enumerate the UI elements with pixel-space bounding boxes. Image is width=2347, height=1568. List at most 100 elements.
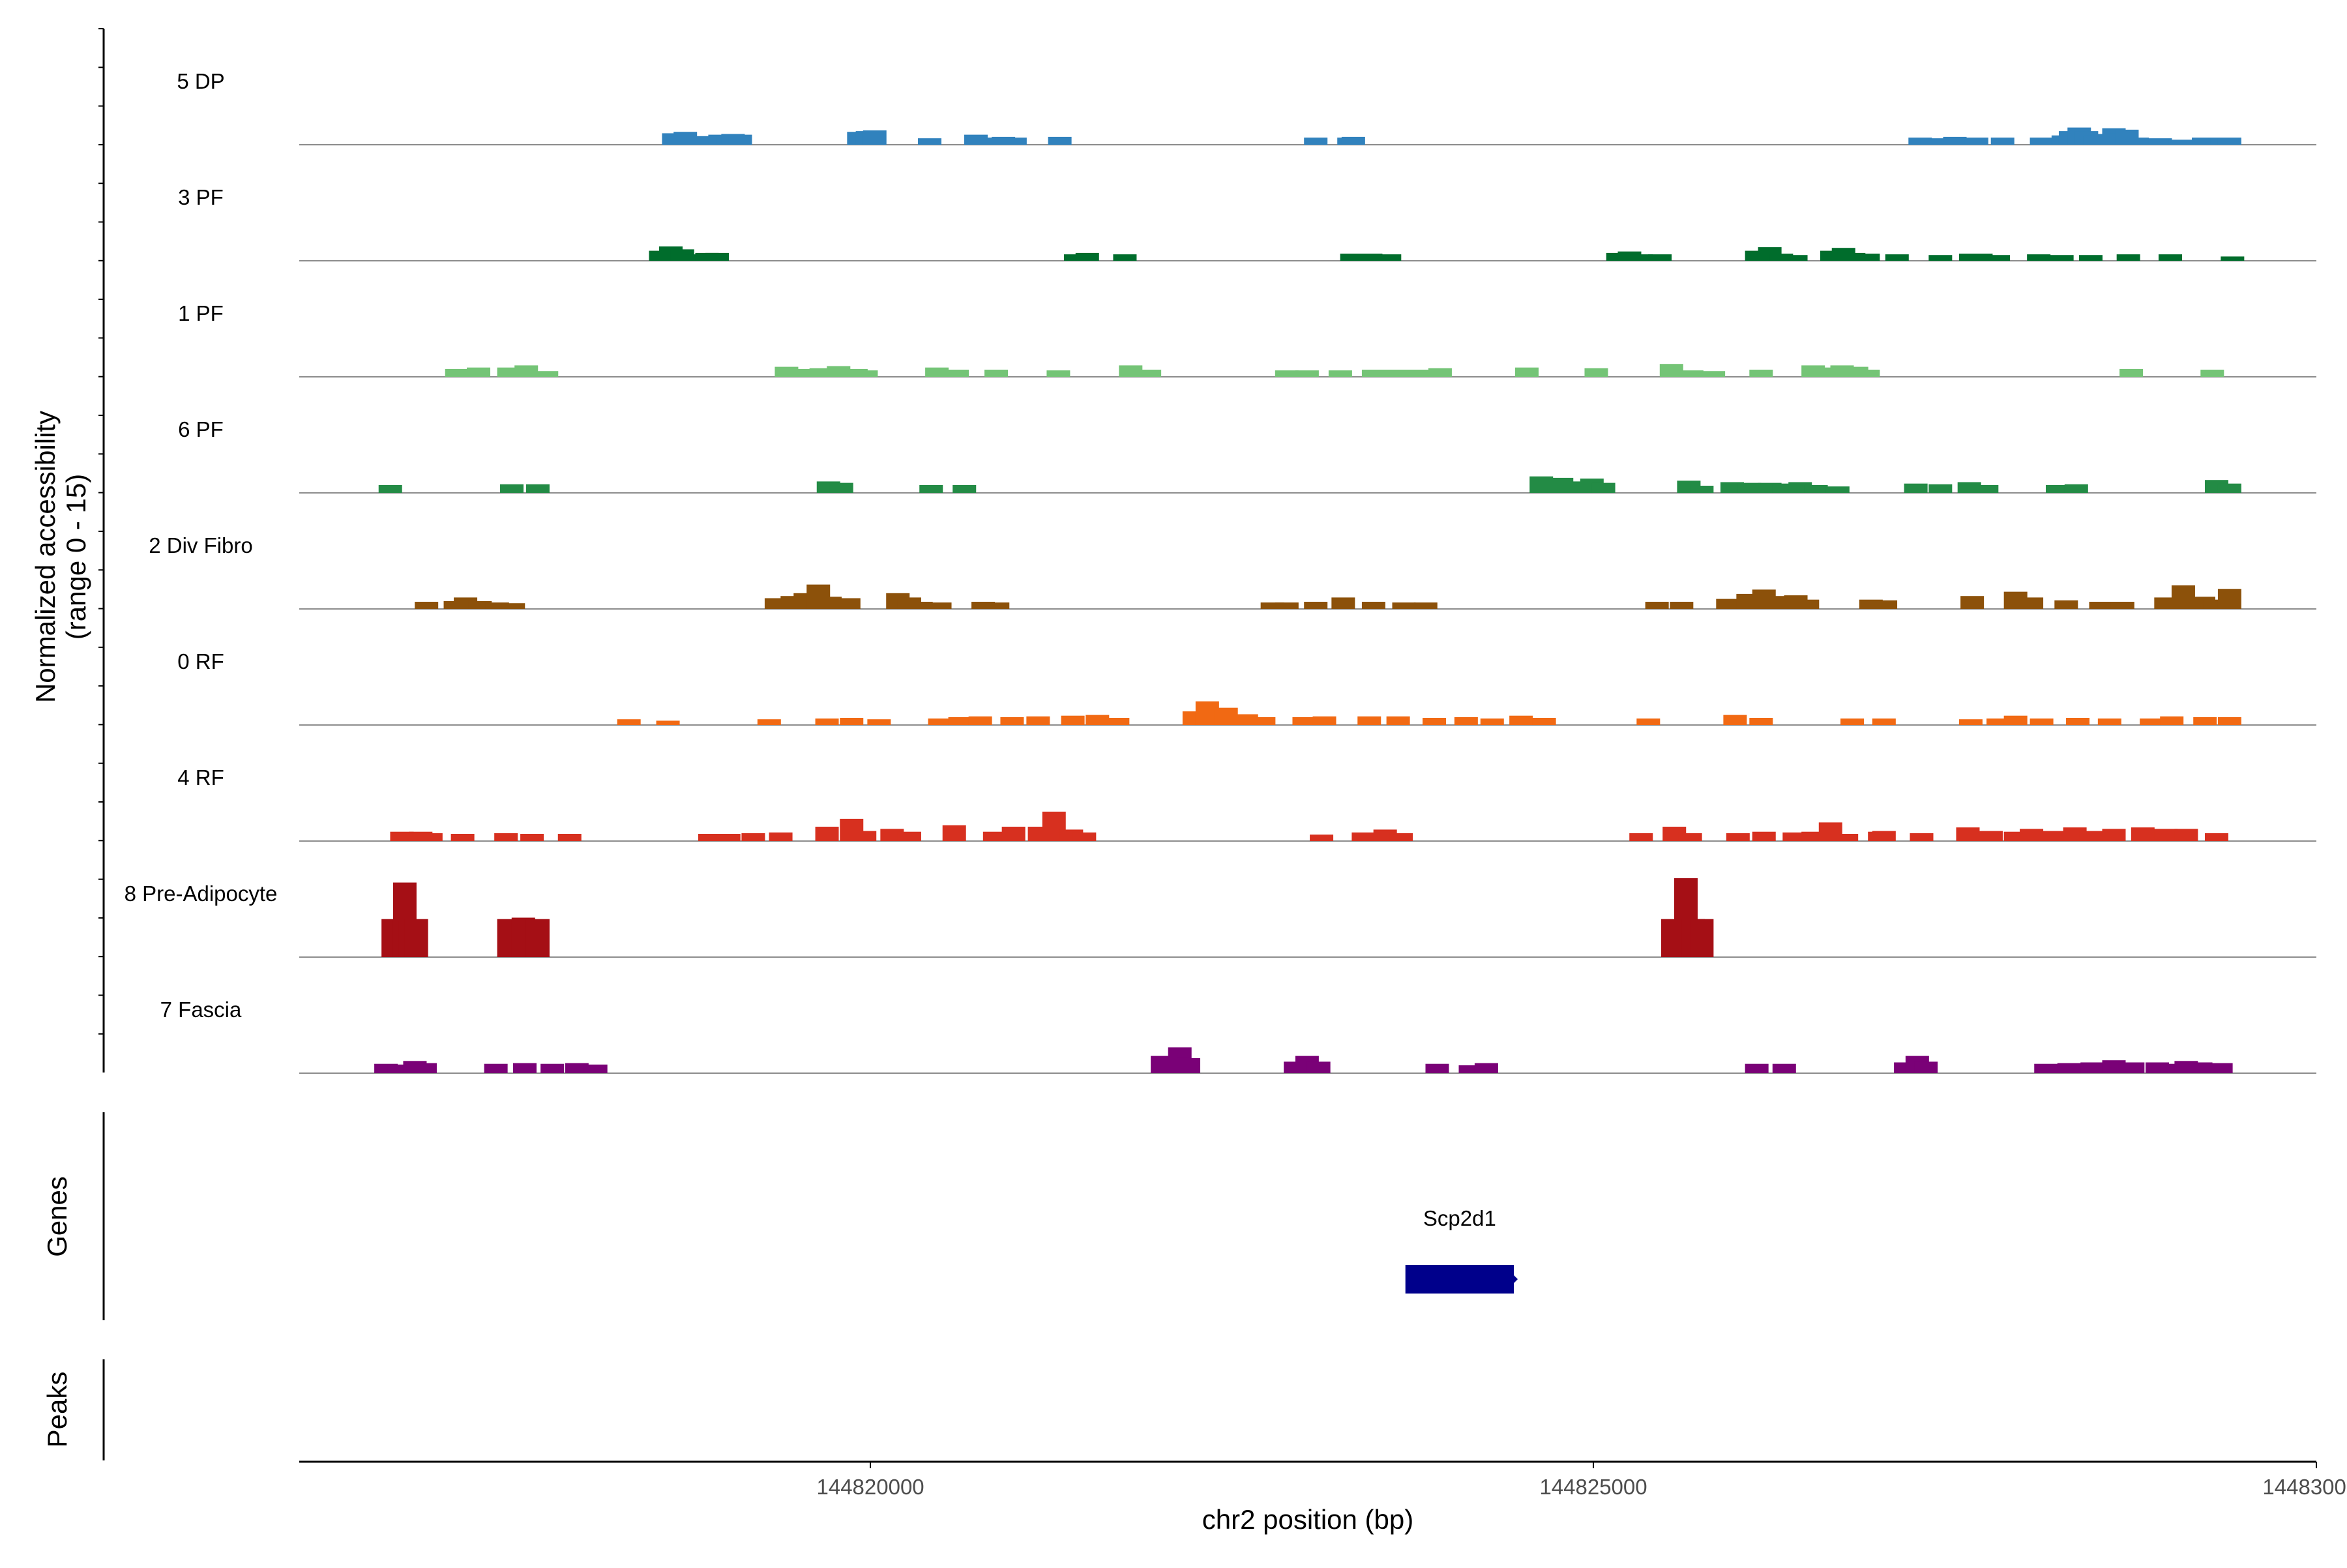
coverage-bar [1214,707,1238,725]
coverage-bar [984,370,1009,377]
coverage-bar [501,603,525,609]
coverage-bar [1306,1061,1331,1073]
coverage-bar [1413,602,1438,609]
coverage-bar [1386,716,1410,725]
coverage-bar [540,1063,565,1073]
coverage-bar [2125,138,2149,145]
coverage-bar [378,484,402,493]
coverage-bar [2054,600,2078,609]
coverage-bar [2080,1062,2104,1073]
coverage-bar [1275,370,1299,377]
coverage-bar [1138,370,1162,377]
coverage-bar [863,130,887,145]
coverage-bar [1072,832,1097,841]
coverage-bar [1749,370,1773,377]
coverage-bar [1304,138,1328,145]
y-axis-ticks [98,28,104,1035]
gene-label: Scp2d1 [1423,1206,1496,1230]
coverage-bar [2168,140,2192,145]
coverage-bar [789,368,813,377]
coverage-bar [928,718,952,725]
coverage-bar [525,919,550,957]
coverage-bar [1636,718,1661,725]
coverage-bar [2089,602,2113,609]
coverage-bar [2158,254,2182,261]
coverage-bar [1679,370,1704,377]
coverage-bar [1351,832,1376,841]
coverage-bar [2079,255,2103,261]
coverage-bar [1943,136,1967,145]
coverage-bar [1361,370,1385,377]
track-label-8-pre-adipocyte: 8 Pre-Adipocyte [125,881,278,906]
coverage-bar [2003,715,2028,725]
coverage-bar [757,719,781,725]
coverage-bar [485,602,509,609]
coverage-bar [2020,597,2044,609]
coverage-bar [1769,254,1793,261]
track-2-div-fibro: 2 Div Fibro [149,533,2316,610]
coverage-bar [2171,585,2195,609]
coverage-tracks: 5 DP 3 PF 1 PF 6 PF 2 Div Fibro 0 RF 4 RF 8 Pre… [125,69,2316,1074]
coverage-bar [2066,718,2090,725]
coverage-bar [1990,138,2015,145]
coverage-bar [1702,371,1726,377]
coverage-bar [1275,602,1299,609]
coverage-bar [1960,596,1985,609]
coverage-bar [2097,718,2121,725]
coverage-bar [2217,717,2241,725]
coverage-bar [769,832,793,841]
coverage-bar [854,370,878,377]
coverage-bar [1480,718,1504,725]
coverage-bar [815,718,839,725]
coverage-bar [1874,600,1898,609]
coverage-bar [1532,718,1556,725]
coverage-bar [1328,370,1352,377]
coverage-bar [2221,256,2245,261]
coverage-bar [2174,829,2198,841]
coverage-bar [2189,1062,2213,1073]
coverage-bar [698,834,722,841]
coverage-bar [942,825,966,841]
coverage-bar [840,718,864,725]
peaks-panel: Peaks [42,1359,105,1460]
coverage-bar [656,720,680,725]
coverage-bar [2030,138,2054,145]
coverage-bar [419,833,443,841]
coverage-bar [1405,370,1429,377]
coverage-bar [2027,254,2051,261]
coverage-bar [1690,486,1714,493]
coverage-bar [1835,834,1859,841]
coverage-bar [583,1064,608,1073]
coverage-bar [818,597,842,609]
coverage-bar [1119,365,1143,377]
gene-models: Scp2d1 [1405,1206,1518,1294]
coverage-bar [2079,831,2103,841]
coverage-bar [1252,717,1276,725]
peaks-track-label: Peaks [42,1372,72,1448]
coverage-bar [741,833,765,841]
coverage-bar [1003,138,1027,145]
track-label-4-rf: 4 RF [177,765,224,790]
coverage-bar [1885,254,1909,261]
coverage-bar [1312,716,1336,725]
coverage-bar [1361,602,1385,609]
gene-scp2d1: Scp2d1 [1405,1206,1518,1294]
coverage-bar [1716,599,1740,609]
coverage-bar [535,371,559,377]
coverage-bar [1645,602,1669,609]
coverage-bar [918,138,942,145]
coverage-bar [1392,602,1416,609]
gene-body [1405,1265,1514,1294]
coverage-bar [1782,832,1807,841]
coverage-bar [520,834,544,841]
coverage-bar [1026,716,1050,725]
coverage-bar [617,719,641,725]
coverage-bar [1378,254,1402,261]
coverage-bar [1591,482,1616,493]
track-label-6-pf: 6 PF [178,417,224,441]
coverage-bar [928,602,952,609]
coverage-bar [415,602,439,609]
coverage-bar [2116,254,2140,261]
coverage-bar [1825,486,1850,493]
coverage-bar [1986,718,2011,725]
